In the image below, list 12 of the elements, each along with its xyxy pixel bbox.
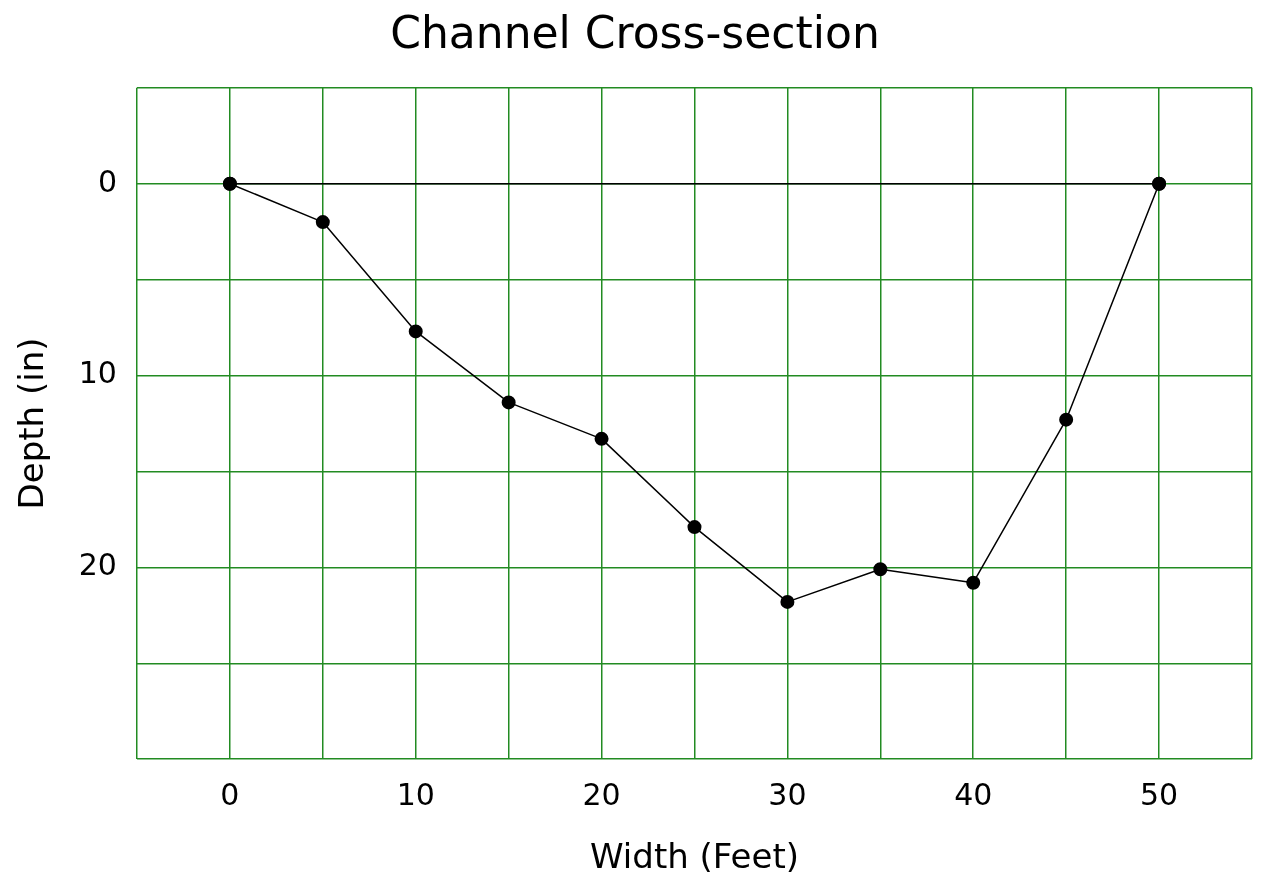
x-tick-label: 0 (220, 777, 240, 812)
x-tick-label: 50 (1139, 777, 1179, 812)
x-tick-label: 20 (582, 777, 621, 812)
y-tick-label: 0 (97, 163, 117, 199)
x-axis-title: Width (Feet) (589, 836, 799, 877)
y-tick-label: 10 (78, 355, 117, 391)
x-tick-label: 40 (954, 777, 993, 812)
y-axis-title: Depth (in) (11, 337, 52, 510)
x-tick-label: 30 (768, 777, 807, 812)
y-tick-label: 20 (78, 547, 117, 583)
x-tick-label: 10 (396, 777, 435, 812)
chart-title: Channel Cross-section (390, 6, 880, 58)
